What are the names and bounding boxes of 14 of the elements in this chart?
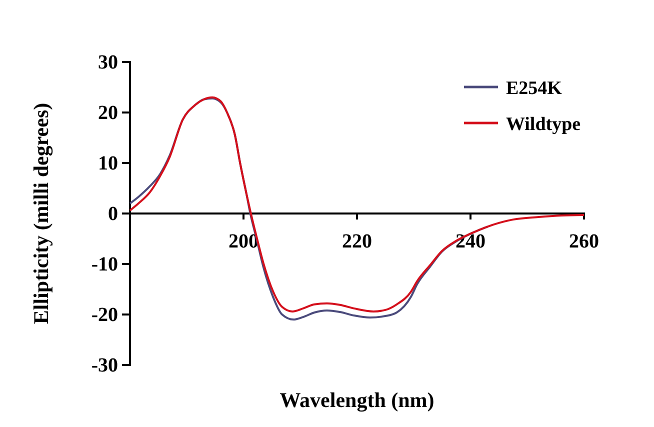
y-tick-label: -30 [91,354,118,376]
y-tick-label: 20 [98,102,118,124]
y-axis-title: Ellipticity (milli degrees) [29,102,53,324]
y-tick-label: -20 [91,304,118,326]
legend-label: Wildtype [506,114,581,135]
x-axis-title: Wavelength (nm) [280,388,434,412]
x-tick-label: 260 [569,230,599,253]
x-tick-label: 220 [342,230,372,253]
y-tick-label: 0 [108,202,118,225]
legend-label: E254K [506,78,562,99]
y-tick-label: 10 [98,152,118,174]
x-tick-label: 240 [456,230,486,253]
y-tick-label: 30 [98,51,118,74]
y-tick-label: -10 [91,253,118,276]
